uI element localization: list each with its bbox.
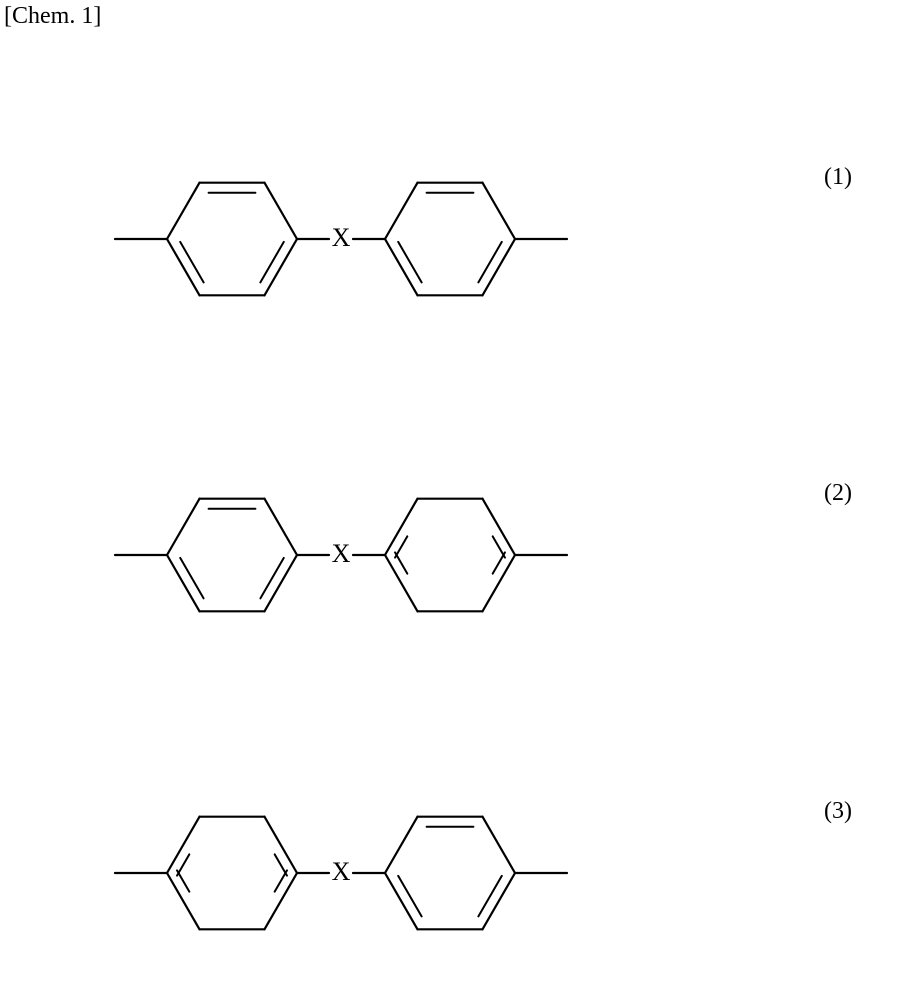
scheme-label: [Chem. 1] [4, 3, 101, 30]
formula-number-2: (2) [824, 480, 852, 507]
page: [Chem. 1] (1) (2) (3) X X X [0, 0, 900, 1006]
formula-number-1: (1) [824, 164, 852, 191]
linker-x: X [332, 857, 351, 886]
linker-x: X [332, 539, 351, 568]
structure-2: X [115, 486, 571, 624]
formula-number-3: (3) [824, 798, 852, 825]
structure-1: X [115, 170, 571, 308]
linker-x: X [332, 223, 351, 252]
structure-3: X [115, 804, 571, 942]
